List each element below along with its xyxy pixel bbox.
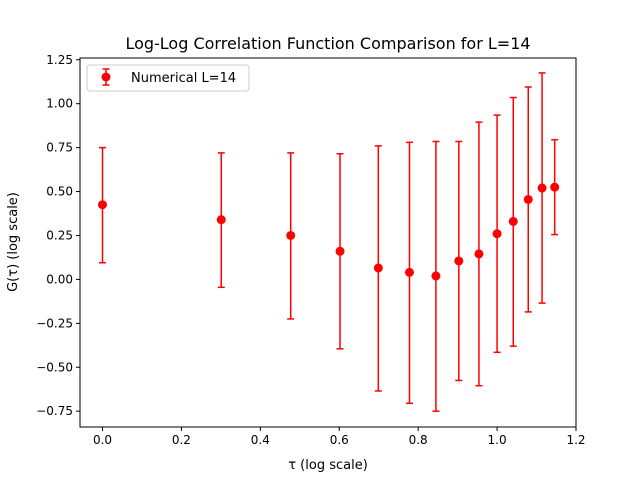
chart-title: Log-Log Correlation Function Comparison … bbox=[125, 34, 530, 53]
data-point bbox=[286, 230, 296, 240]
data-point bbox=[537, 183, 547, 193]
data-point bbox=[508, 216, 518, 226]
y-axis-ticks: −0.75 −0.50 −0.25 0.00 0.25 0.50 0.75 1.00 1.25 bbox=[36, 53, 80, 418]
y-tick-label: 0.00 bbox=[46, 272, 73, 286]
x-axis-ticks: 0.0 0.2 0.4 0.6 0.8 1.0 1.2 bbox=[93, 427, 586, 447]
y-tick-label: 0.25 bbox=[46, 228, 73, 242]
legend-marker bbox=[101, 68, 111, 86]
data-point bbox=[550, 182, 560, 192]
data-point bbox=[404, 267, 414, 277]
data-point bbox=[492, 229, 502, 239]
y-tick-label: −0.50 bbox=[36, 360, 73, 374]
data-point bbox=[454, 256, 464, 266]
plot-area bbox=[97, 72, 560, 412]
x-tick-label: 0.4 bbox=[251, 433, 270, 447]
x-tick-label: 1.0 bbox=[488, 433, 507, 447]
x-tick-label: 0.6 bbox=[330, 433, 349, 447]
y-tick-label: 0.50 bbox=[46, 185, 73, 199]
legend-point bbox=[101, 72, 111, 82]
data-point bbox=[474, 249, 484, 259]
data-point bbox=[523, 194, 533, 204]
y-tick-label: 1.00 bbox=[46, 97, 73, 111]
x-tick-label: 1.2 bbox=[566, 433, 585, 447]
data-point bbox=[335, 246, 345, 256]
x-tick-label: 0.2 bbox=[172, 433, 191, 447]
y-axis-label: G(τ) (log scale) bbox=[6, 192, 21, 292]
y-tick-label: 1.25 bbox=[46, 53, 73, 67]
legend-box bbox=[86, 64, 250, 92]
data-point bbox=[216, 215, 226, 225]
data-point bbox=[97, 200, 107, 210]
legend-label: Numerical L=14 bbox=[131, 71, 236, 86]
data-point bbox=[431, 271, 441, 281]
y-tick-label: −0.25 bbox=[36, 316, 73, 330]
data-point bbox=[373, 263, 383, 273]
x-tick-label: 0.0 bbox=[93, 433, 112, 447]
y-tick-label: 0.75 bbox=[46, 141, 73, 155]
x-tick-label: 0.8 bbox=[409, 433, 428, 447]
legend: Numerical L=14 bbox=[86, 64, 250, 92]
x-axis-label: τ (log scale) bbox=[288, 458, 368, 473]
plot-frame bbox=[79, 57, 577, 428]
y-tick-label: −0.75 bbox=[36, 404, 73, 418]
